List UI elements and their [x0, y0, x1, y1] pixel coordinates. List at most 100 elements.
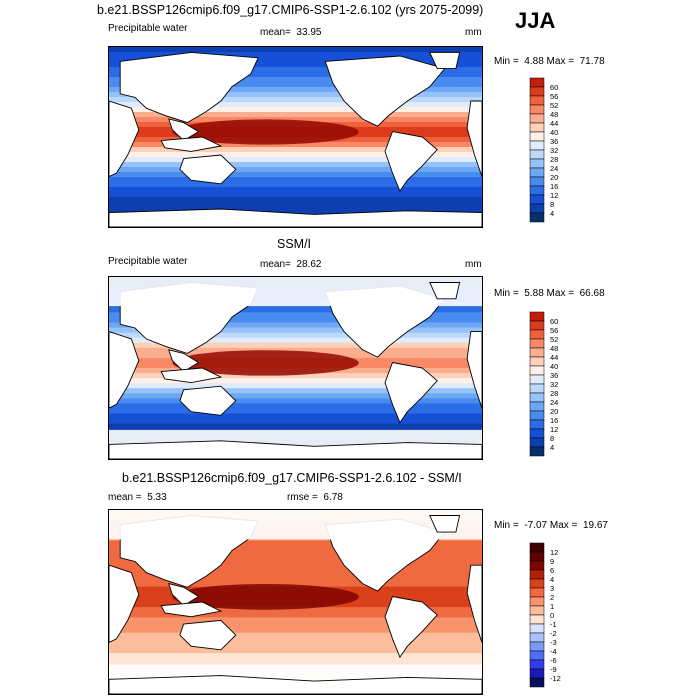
colorbar-label: 12 — [550, 425, 558, 434]
itcz-band — [172, 119, 359, 145]
zonal-band — [109, 147, 482, 153]
land-africa — [109, 331, 140, 409]
zonal-band — [109, 172, 482, 178]
zonal-band — [109, 378, 482, 384]
colorbar-swatch — [529, 311, 545, 322]
zonal-band — [109, 545, 482, 552]
zonal-band — [109, 47, 482, 53]
colorbar-swatch — [529, 668, 545, 679]
colorbar-swatch — [529, 428, 545, 439]
zonal-band — [109, 403, 482, 410]
land-australia — [179, 619, 237, 651]
colorbar-label: -6 — [550, 656, 557, 665]
zonal-band — [109, 658, 482, 664]
land-south-america — [384, 361, 438, 424]
land-greenland — [429, 51, 461, 70]
colorbar-label: 56 — [550, 326, 558, 335]
colorbar-label: 2 — [550, 593, 554, 602]
colorbar-label: 16 — [550, 416, 558, 425]
zonal-band — [109, 556, 482, 562]
panel2-title: SSM/I — [277, 237, 312, 251]
colorbar-swatch — [529, 623, 545, 634]
land-southeast-asia — [168, 118, 200, 142]
colorbar-swatch — [529, 641, 545, 652]
colorbar-label: 60 — [550, 83, 558, 92]
missing-data-bottom — [109, 664, 482, 694]
zonal-band — [109, 642, 482, 649]
zonal-band — [109, 622, 482, 629]
panel3-mean: mean = 5.33 — [108, 492, 167, 503]
land-north-america — [324, 55, 446, 127]
colorbar-swatch — [529, 419, 545, 430]
itcz-band — [172, 350, 359, 376]
zonal-band — [109, 418, 482, 425]
colorbar-label: 44 — [550, 119, 558, 128]
figure-title: b.e21.BSSP126cmip6.f09_g17.CMIP6-SSP1-2.… — [97, 3, 484, 17]
panel3-rmse: rmse = 6.78 — [287, 492, 343, 503]
zonal-band — [109, 162, 482, 168]
colorbar-swatch — [529, 203, 545, 214]
colorbar-label: 40 — [550, 362, 558, 371]
land-africa-east — [466, 331, 482, 409]
land-australia — [179, 385, 237, 416]
colorbar-swatch — [529, 437, 545, 448]
panel2-minmax: Min = 5.88 Max = 66.68 — [494, 288, 605, 299]
colorbar-swatch — [529, 383, 545, 394]
zonal-band — [109, 581, 482, 588]
zonal-band — [109, 92, 482, 98]
colorbar-swatch — [529, 614, 545, 625]
colorbar-swatch — [529, 365, 545, 376]
zonal-band — [109, 157, 482, 163]
zonal-band — [109, 177, 482, 183]
zonal-band — [109, 561, 482, 567]
zonal-band — [109, 72, 482, 78]
coast-antarctica — [109, 440, 482, 459]
colorbar-label: -3 — [550, 638, 557, 647]
land-south-america — [384, 595, 438, 659]
land-australia — [179, 154, 237, 185]
zonal-band — [109, 77, 482, 83]
zonal-band — [109, 413, 482, 420]
colorbar-swatch — [529, 392, 545, 403]
zonal-band — [109, 398, 482, 404]
panel2-units: mm — [465, 259, 482, 270]
map-svg — [109, 47, 482, 227]
panel1-mean: mean= 33.95 — [260, 27, 322, 38]
colorbar-swatch — [529, 122, 545, 133]
colorbar-label: 4 — [550, 209, 554, 218]
colorbar-label: 8 — [550, 434, 554, 443]
colorbar-obs: 60 56 52 48 44 40 36 32 28 24 20 16 12 8 4 — [529, 311, 558, 458]
panel1-minmax: Min = 4.88 Max = 71.78 — [494, 56, 605, 67]
colorbar-label: 12 — [550, 548, 558, 557]
zonal-band — [109, 317, 482, 324]
colorbar-difference: 12 9 6 4 3 2 1 0 -1 -2 -3 -4 -6 -9 -12 — [529, 542, 561, 689]
colorbar-label: -12 — [550, 674, 561, 683]
colorbar-swatch — [529, 650, 545, 661]
zonal-band — [109, 393, 482, 399]
zonal-band — [109, 337, 482, 344]
colorbar-swatch — [529, 596, 545, 607]
zonal-band — [109, 383, 482, 389]
colorbar-swatch — [529, 374, 545, 385]
colorbar-swatch — [529, 329, 545, 340]
zonal-band — [109, 648, 482, 654]
panel3-title: b.e21.BSSP126cmip6.f09_g17.CMIP6-SSP1-2.… — [122, 471, 462, 485]
colorbar-swatch — [529, 176, 545, 187]
colorbar-swatch — [529, 446, 545, 457]
zonal-band — [109, 327, 482, 334]
colorbar-swatch — [529, 212, 545, 223]
coast-antarctica — [109, 675, 482, 694]
colorbar-label: 1 — [550, 602, 554, 611]
zonal-band — [109, 322, 482, 329]
zonal-band — [109, 566, 482, 572]
zonal-band — [109, 202, 482, 208]
colorbar-swatch — [529, 149, 545, 160]
zonal-band — [109, 167, 482, 173]
land-africa — [109, 100, 140, 178]
zonal-band — [109, 307, 482, 313]
colorbar-label: 52 — [550, 101, 558, 110]
land-africa-east — [466, 100, 482, 177]
zonal-band — [109, 653, 482, 659]
zonal-band — [109, 192, 482, 198]
